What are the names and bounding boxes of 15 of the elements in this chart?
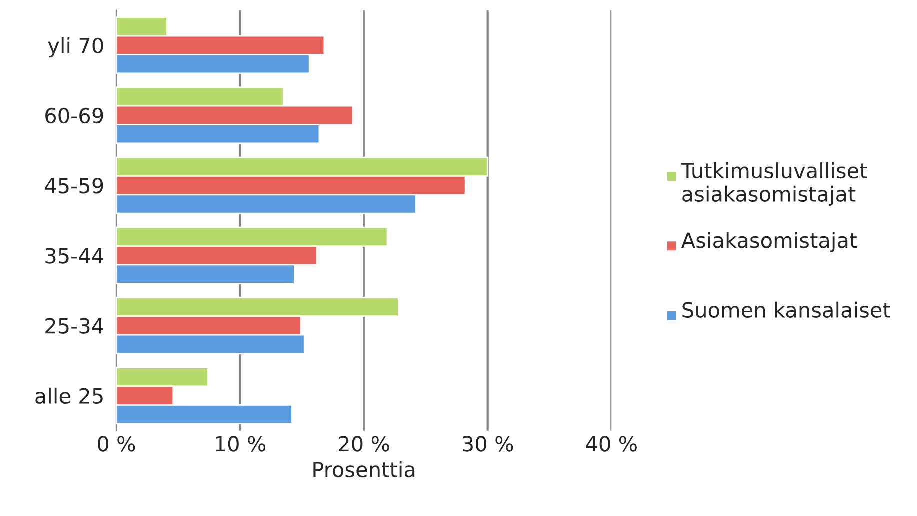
x-axis-title: Prosenttia	[314, 461, 415, 478]
y-tick-label: 25-34	[46, 318, 104, 334]
x-tick-label: 20 %	[339, 436, 390, 452]
y-tick-label: yli 70	[48, 37, 104, 58]
x-tick-label: 10 %	[216, 436, 266, 452]
y-tick-label: 35-44	[46, 248, 104, 264]
y-tick-label: alle 25	[36, 388, 103, 404]
x-tick-label: 30 %	[462, 436, 514, 452]
x-tick-label: 40 %	[586, 436, 637, 452]
y-tick-label: 45-59	[45, 178, 104, 194]
x-tick-label: 0 %	[98, 436, 136, 452]
y-tick-label: 60-69	[46, 108, 104, 124]
legend-label: Suomen kansalaiset	[682, 302, 890, 318]
legend-label: Asiakasomistajat	[681, 232, 858, 252]
legend-label: Tutkimusluvalliset asiakasomistajat	[681, 162, 868, 206]
